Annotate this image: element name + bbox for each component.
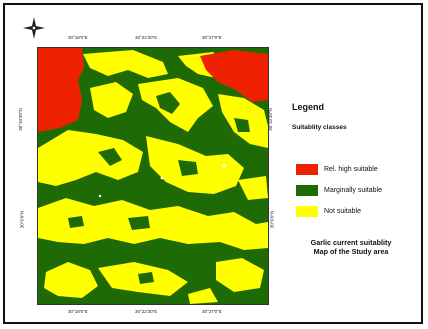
map-caption: Garlic current suitablity Map of the Stu… <box>283 238 419 257</box>
legend-item-not-suitable: Not suitable <box>296 205 361 217</box>
legend-label-not-suitable: Not suitable <box>324 207 361 215</box>
map-caption-line1: Garlic current suitablity <box>310 238 392 247</box>
map-frame: 30°18'0"E 30°22'30"E 30°27'0"E 30°18'0"E… <box>3 3 423 324</box>
coord-bottom-3: 30°27'0"E <box>202 309 222 314</box>
legend-title: Legend <box>292 102 325 112</box>
coord-right-2: 30°6'0"N <box>269 210 275 229</box>
north-arrow-icon <box>23 17 45 39</box>
coord-top-2: 30°22'30"E <box>135 35 158 40</box>
suitability-map-canvas <box>38 48 268 304</box>
coord-top-3: 30°27'0"E <box>202 35 222 40</box>
legend-subtitle: Suitablity classes <box>292 124 347 131</box>
map-speckles <box>98 164 226 198</box>
legend-label-marginal: Marginally suitable <box>324 186 382 194</box>
legend-swatch-not-suitable <box>296 205 318 217</box>
map-caption-line2: Map of the Study area <box>313 247 389 257</box>
coord-bottom-2: 30°22'30"E <box>135 309 158 314</box>
coord-left-1: 30°10'30"N <box>17 108 23 131</box>
coord-left-2: 30°6'0"N <box>19 210 25 229</box>
legend-swatch-marginal <box>296 184 318 196</box>
suitability-map <box>37 47 269 305</box>
map-zones-marginal <box>68 92 250 284</box>
coord-top-1: 30°18'0"E <box>68 35 88 40</box>
coord-bottom-1: 30°18'0"E <box>68 309 88 314</box>
legend-label-high-suitable: Rel. high suitable <box>324 165 378 173</box>
legend-item-marginal: Marginally suitable <box>296 184 382 196</box>
map-zones-high-suitable <box>38 48 268 132</box>
legend-swatch-high-suitable <box>296 163 318 175</box>
legend-item-high-suitable: Rel. high suitable <box>296 163 378 175</box>
